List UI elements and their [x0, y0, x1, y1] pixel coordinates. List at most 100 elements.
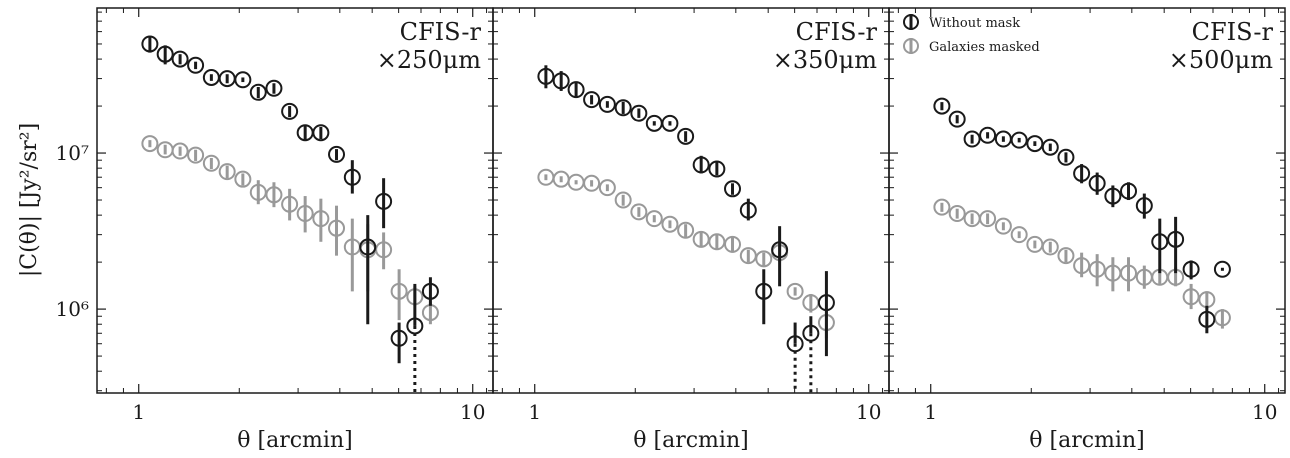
marker [1041, 238, 1059, 256]
x-tick-label: 1 [132, 400, 145, 424]
data-point [249, 83, 267, 101]
marker [933, 198, 951, 216]
data-point [375, 232, 393, 270]
marker [614, 99, 632, 117]
marker [963, 130, 981, 148]
marker [708, 160, 726, 178]
legend-label: Without mask [929, 16, 1020, 31]
data-point [739, 247, 757, 265]
data-point [614, 191, 632, 209]
data-point [281, 188, 299, 221]
marker [598, 95, 616, 113]
marker [645, 210, 663, 228]
marker [786, 282, 804, 300]
marker [343, 168, 361, 186]
data-point [328, 145, 346, 163]
panel-title-band: CFIS-r [400, 18, 482, 46]
marker [1104, 187, 1122, 205]
marker [802, 324, 820, 342]
data-point [614, 99, 632, 117]
data-point [265, 182, 283, 208]
marker [979, 210, 997, 228]
marker [786, 335, 804, 353]
marker [202, 154, 220, 172]
data-point [1057, 247, 1075, 265]
data-point [708, 160, 726, 178]
marker [771, 241, 789, 259]
data-point [1135, 265, 1153, 289]
data-point [343, 218, 361, 292]
data-point [963, 210, 981, 228]
marker [234, 71, 252, 89]
panel-3: 1 10 θ [arcmin] CFIS-r×500μm Without mask Gal… [888, 7, 1286, 453]
marker [312, 210, 330, 228]
marker [630, 104, 648, 122]
marker [1135, 197, 1153, 215]
data-point [933, 198, 951, 216]
data-point [1167, 216, 1185, 274]
data-point [755, 269, 773, 325]
panel-1: 1 10 10⁶ 10⁷ θ [arcmin] CFIS-r×250μm [56, 7, 494, 453]
data-point [583, 91, 601, 109]
data-point [598, 95, 616, 113]
data-point [343, 160, 361, 194]
marker [1120, 182, 1138, 200]
data-point [537, 168, 555, 186]
data-point [1104, 185, 1122, 208]
data-point [645, 114, 663, 132]
data-point [1073, 164, 1091, 184]
data-point [771, 226, 789, 287]
data-point [1198, 305, 1216, 334]
marker [141, 35, 159, 53]
data-point [234, 170, 252, 188]
marker [328, 219, 346, 237]
panel-title-scale: ×500μm [1169, 46, 1274, 74]
data-point [312, 124, 330, 142]
data-point [141, 35, 159, 53]
marker [375, 241, 393, 259]
data-point [1073, 252, 1091, 278]
data-point [677, 221, 695, 239]
data-point [1135, 193, 1153, 219]
marker [359, 238, 377, 256]
data-point [141, 135, 159, 153]
data-point [312, 198, 330, 242]
marker [739, 201, 757, 219]
legend-marker [903, 38, 919, 54]
marker [1167, 230, 1185, 248]
data-point [994, 217, 1012, 235]
marker [328, 145, 346, 163]
marker [817, 294, 835, 312]
marker [583, 91, 601, 109]
data-point [552, 71, 570, 91]
data-point [994, 130, 1012, 148]
marker [312, 124, 330, 142]
marker [1182, 288, 1200, 306]
x-tick-label: 1 [924, 400, 937, 424]
data-point [1151, 218, 1169, 274]
data-point [1088, 172, 1106, 195]
marker [661, 114, 679, 132]
marker [265, 79, 283, 97]
data-point [328, 205, 346, 256]
marker [1088, 260, 1106, 278]
data-point [786, 282, 804, 300]
data-point [171, 142, 189, 160]
data-point [692, 155, 710, 174]
marker [583, 174, 601, 192]
data-point [567, 81, 585, 99]
marker [948, 110, 966, 128]
data-point [390, 322, 408, 364]
marker [755, 250, 773, 268]
data-point [1026, 135, 1044, 153]
data-point [1213, 309, 1231, 329]
data-point [1104, 257, 1122, 292]
marker [1198, 310, 1216, 328]
marker [692, 230, 710, 248]
data-point [933, 97, 951, 115]
data-point [979, 126, 997, 144]
data-point [1120, 257, 1138, 292]
marker [390, 329, 408, 347]
data-point [645, 210, 663, 228]
